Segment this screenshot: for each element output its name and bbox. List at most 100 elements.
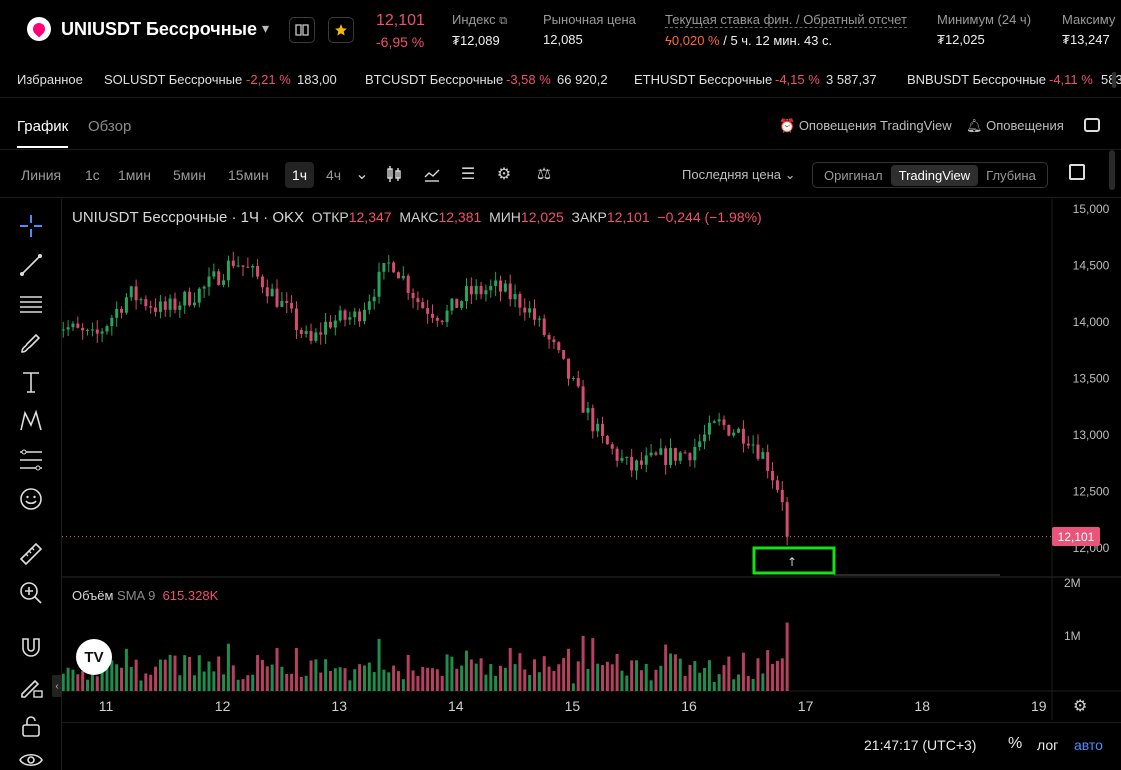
tab-chart[interactable]: График bbox=[17, 118, 69, 148]
volume-bar bbox=[775, 660, 779, 691]
favorite-item-price: 3 587,37 bbox=[826, 72, 877, 87]
candle-body bbox=[202, 286, 206, 289]
price-source-select[interactable]: Последняя цена ⌄ bbox=[682, 167, 796, 183]
volume-bar bbox=[396, 671, 400, 691]
funding-rate-stat[interactable]: Текущая ставка фин. / Обратный отсчет ϟ0… bbox=[665, 12, 907, 48]
alerts-button[interactable]: 🔔︎ Оповещения bbox=[966, 118, 1064, 134]
high-label: МАКС bbox=[399, 209, 439, 225]
volume-indicator: SMA 9 bbox=[117, 588, 156, 603]
brush-icon[interactable] bbox=[18, 330, 44, 356]
log-scale-toggle[interactable]: лог bbox=[1037, 737, 1059, 753]
interval-1h[interactable]: 1ч bbox=[285, 162, 315, 188]
volume-bar bbox=[62, 673, 65, 691]
candle-body bbox=[659, 448, 663, 455]
candle-body bbox=[780, 489, 784, 503]
view-depth[interactable]: Глубина bbox=[986, 167, 1036, 183]
volume-bar bbox=[314, 659, 318, 691]
candle-body bbox=[173, 298, 177, 310]
magnet-icon[interactable] bbox=[18, 635, 44, 661]
candle-body bbox=[630, 456, 634, 471]
favorite-item-name[interactable]: ETHUSDT Бессрочные bbox=[634, 72, 773, 87]
volume-bar bbox=[562, 658, 566, 691]
favorite-star-icon[interactable] bbox=[328, 17, 354, 43]
candlestick-chart[interactable]: 15,000 14,500 14,000 13,500 13,000 12,500 12,0… bbox=[62, 199, 1121, 720]
low-label: МИН bbox=[489, 209, 521, 225]
candle-body bbox=[698, 441, 702, 447]
candle-body bbox=[688, 453, 692, 461]
candle-body bbox=[552, 339, 556, 343]
volume-bar bbox=[741, 652, 745, 691]
candle-body bbox=[435, 317, 439, 321]
horizontal-lines-icon[interactable] bbox=[18, 291, 44, 317]
scrollbar[interactable] bbox=[1112, 72, 1116, 88]
volume-bar bbox=[450, 656, 454, 691]
candle-body bbox=[528, 308, 532, 313]
candle-body bbox=[440, 320, 444, 323]
chevron-down-icon[interactable]: ▾ bbox=[262, 20, 270, 36]
candle-body bbox=[411, 292, 415, 299]
text-icon[interactable] bbox=[18, 369, 44, 395]
favorite-item-name[interactable]: BNBUSDT Бессрочные bbox=[907, 72, 1046, 87]
scrollbar[interactable] bbox=[1109, 150, 1115, 190]
interval-5m[interactable]: 5мин bbox=[173, 167, 206, 183]
volume-bar bbox=[120, 667, 124, 691]
view-original[interactable]: Оригинал bbox=[824, 167, 883, 183]
zoom-in-icon[interactable] bbox=[18, 580, 44, 606]
chevron-down-icon[interactable]: ⌄ bbox=[355, 166, 369, 183]
view-mode-switch: Оригинал TradingView Глубина bbox=[812, 162, 1048, 188]
favorite-item-name[interactable]: SOLUSDT Бессрочные bbox=[104, 72, 243, 87]
collapse-panel-icon[interactable]: ‹ bbox=[52, 675, 62, 697]
favorite-item-name[interactable]: BTCUSDT Бессрочные bbox=[365, 72, 504, 87]
view-tradingview[interactable]: TradingView bbox=[890, 164, 979, 186]
unlock-icon[interactable] bbox=[18, 713, 44, 739]
trend-line-icon[interactable] bbox=[18, 252, 44, 278]
external-link-icon[interactable]: ⧉ bbox=[499, 15, 508, 27]
fib-icon[interactable] bbox=[18, 447, 44, 473]
scales-icon[interactable]: ⚖︎ bbox=[536, 166, 552, 183]
indicators-icon[interactable] bbox=[422, 164, 442, 184]
symbol-title[interactable]: UNIUSDT Бессрочные bbox=[61, 19, 257, 39]
percent-scale-toggle[interactable]: % bbox=[1008, 735, 1023, 752]
auto-scale-toggle[interactable]: авто bbox=[1074, 737, 1103, 753]
price-chart[interactable]: 15,000 14,500 14,000 13,500 13,000 12,500 12,0… bbox=[62, 199, 1121, 720]
ruler-icon[interactable] bbox=[18, 541, 44, 567]
volume-bar bbox=[362, 665, 366, 691]
candle-body bbox=[86, 329, 90, 331]
interval-15m[interactable]: 15мин bbox=[228, 167, 269, 183]
clock-timezone[interactable]: 21:47:17 (UTC+3) bbox=[864, 737, 977, 753]
lock-drawing-icon[interactable] bbox=[18, 674, 44, 700]
volume-bar bbox=[508, 648, 512, 691]
interval-1s[interactable]: 1с bbox=[85, 167, 100, 183]
book-icon[interactable] bbox=[289, 17, 315, 43]
tradingview-alerts-button[interactable]: ⏰ Оповещения TradingView bbox=[779, 118, 952, 134]
candles-icon[interactable] bbox=[384, 164, 404, 184]
interval-1m[interactable]: 1мин bbox=[118, 167, 151, 183]
candle-body bbox=[460, 301, 464, 308]
gear-icon[interactable]: ⚙︎ bbox=[1073, 698, 1088, 715]
list-icon[interactable]: ☰ bbox=[460, 166, 476, 183]
volume-bar bbox=[435, 669, 439, 691]
candle-body bbox=[649, 452, 653, 456]
emoji-icon[interactable] bbox=[18, 486, 44, 512]
fullscreen-icon[interactable] bbox=[1069, 164, 1085, 180]
gear-icon[interactable]: ⚙︎ bbox=[496, 166, 512, 183]
candle-body bbox=[260, 276, 264, 288]
open-label: ОТКР bbox=[311, 209, 349, 225]
volume-label: Объём bbox=[72, 588, 114, 603]
candle-body bbox=[707, 422, 711, 435]
volume-bar bbox=[343, 668, 347, 691]
eye-icon[interactable] bbox=[18, 747, 44, 770]
volume-bar bbox=[445, 654, 449, 691]
alarm-clock-icon: ⏰ bbox=[779, 118, 796, 133]
interval-line[interactable]: Линия bbox=[21, 167, 62, 183]
volume-bar bbox=[173, 655, 177, 691]
candle-body bbox=[605, 435, 609, 445]
pattern-icon[interactable] bbox=[18, 408, 44, 434]
candle-body bbox=[513, 293, 517, 300]
tab-overview[interactable]: Обзор bbox=[88, 118, 132, 135]
crosshair-icon[interactable] bbox=[18, 213, 44, 239]
candle-body bbox=[192, 302, 196, 306]
layout-icon[interactable] bbox=[1084, 118, 1100, 132]
interval-4h[interactable]: 4ч bbox=[326, 167, 342, 183]
tradingview-logo-icon[interactable]: TV bbox=[76, 639, 112, 675]
